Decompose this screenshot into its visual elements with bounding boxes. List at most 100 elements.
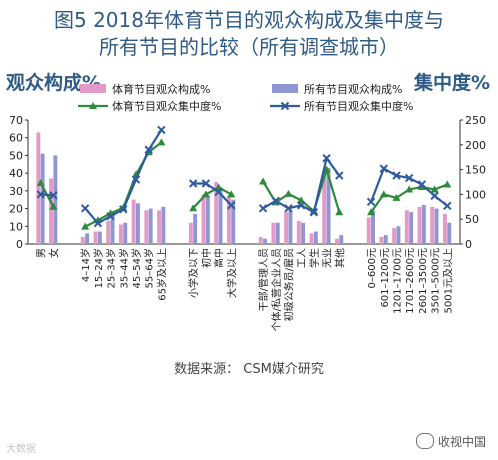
all-share-bar bbox=[434, 208, 439, 244]
all-concentration-marker bbox=[80, 204, 90, 213]
x-category-label: 45–54岁 bbox=[130, 248, 143, 288]
x-category-label: 25–34岁 bbox=[105, 248, 118, 288]
sport-share-bar bbox=[271, 222, 276, 244]
all-concentration-marker bbox=[227, 201, 236, 210]
all-share-bar bbox=[288, 210, 293, 244]
all-share-bar bbox=[218, 187, 223, 244]
all-share-bar bbox=[148, 208, 153, 244]
sport-share-bar bbox=[309, 233, 314, 244]
all-concentration-marker bbox=[214, 187, 223, 197]
all-share-bar bbox=[231, 199, 236, 244]
all-concentration-marker bbox=[417, 180, 427, 189]
all-concentration-marker bbox=[49, 191, 58, 200]
right-tick-label: 50 bbox=[465, 213, 479, 226]
sport-concentration-marker bbox=[81, 222, 90, 230]
sport-concentration-marker bbox=[49, 202, 58, 210]
watermark-left: 大数据 bbox=[6, 444, 36, 455]
all-share-bar bbox=[193, 213, 198, 244]
x-category-label: 初级公务员/雇员 bbox=[282, 248, 295, 321]
all-concentration-marker bbox=[309, 208, 319, 217]
left-axis-title: 观众构成% bbox=[6, 72, 102, 94]
right-axis-title: 集中度% bbox=[413, 72, 490, 94]
x-category-label: 0–600元 bbox=[367, 248, 378, 288]
legend-swatch bbox=[80, 84, 106, 93]
legend-label: 所有节目观众集中度% bbox=[304, 99, 413, 113]
sport-share-bar bbox=[188, 222, 193, 244]
sport-share-bar bbox=[226, 196, 231, 244]
left-tick-label: 60 bbox=[9, 132, 23, 145]
sport-concentration-marker bbox=[297, 196, 306, 204]
sport-share-bar bbox=[201, 194, 206, 244]
sport-share-bar bbox=[417, 206, 422, 244]
watermark-right-label: 收视中国 bbox=[437, 435, 486, 449]
sport-share-bar bbox=[214, 182, 219, 244]
sport-share-bar bbox=[49, 178, 54, 244]
all-concentration-marker bbox=[392, 171, 401, 180]
x-category-label: 1701–2600元 bbox=[405, 248, 416, 314]
sport-concentration-marker bbox=[284, 189, 293, 197]
sport-concentration-marker bbox=[227, 190, 236, 198]
all-concentration-marker bbox=[201, 179, 211, 188]
right-tick-label: 100 bbox=[465, 188, 486, 201]
sport-share-bar bbox=[258, 236, 263, 244]
sport-share-bar bbox=[379, 236, 384, 244]
legend-label: 体育节目观众构成% bbox=[112, 82, 210, 96]
x-category-label: 干部/管理人员 bbox=[257, 248, 270, 311]
all-concentration-marker bbox=[430, 191, 439, 201]
all-share-bar bbox=[97, 231, 102, 244]
all-concentration-line bbox=[193, 182, 233, 207]
all-concentration-marker bbox=[119, 205, 128, 214]
all-share-bar bbox=[409, 212, 414, 244]
sport-concentration-marker bbox=[157, 138, 166, 146]
x-category-label: 35–44岁 bbox=[117, 248, 130, 288]
chart-title-line2: 所有节目的比较（所有调查城市） bbox=[99, 35, 399, 59]
x-category-label: 5001元及以上 bbox=[442, 248, 454, 313]
all-concentration-marker bbox=[322, 153, 331, 163]
x-category-label: 女 bbox=[47, 248, 60, 258]
all-share-bar bbox=[421, 205, 426, 244]
x-category-label: 其他 bbox=[333, 248, 346, 268]
sport-share-bar bbox=[106, 220, 111, 244]
legend-label: 体育节目观众集中度% bbox=[112, 99, 221, 113]
x-category-label: 个体/私营企业人员 bbox=[270, 248, 283, 331]
legend-marker bbox=[280, 101, 290, 111]
all-share-bar bbox=[326, 167, 331, 244]
x-category-label: 1201–1700元 bbox=[392, 248, 403, 314]
all-concentration-marker bbox=[366, 197, 376, 207]
sport-share-bar bbox=[131, 199, 136, 244]
sport-concentration-marker bbox=[443, 180, 452, 188]
all-concentration-marker bbox=[258, 204, 268, 213]
sport-share-bar bbox=[392, 228, 397, 244]
all-share-bar bbox=[301, 222, 306, 244]
sport-concentration-marker bbox=[417, 182, 426, 190]
sport-concentration-marker bbox=[405, 185, 414, 193]
x-category-label: 大学及以上 bbox=[225, 248, 238, 298]
sport-share-bar bbox=[36, 132, 41, 244]
all-share-bar bbox=[85, 233, 90, 244]
all-concentration-marker bbox=[144, 145, 153, 154]
all-share-bar bbox=[383, 235, 388, 244]
sport-concentration-marker bbox=[379, 190, 388, 198]
left-tick-label: 40 bbox=[9, 167, 23, 180]
sport-concentration-marker bbox=[392, 193, 401, 201]
right-tick-label: 250 bbox=[465, 114, 486, 127]
sport-share-bar bbox=[334, 238, 339, 244]
all-concentration-marker bbox=[296, 201, 306, 210]
sport-share-bar bbox=[80, 236, 85, 244]
all-concentration-marker bbox=[379, 164, 388, 173]
sport-share-bar bbox=[157, 210, 162, 244]
all-concentration-marker bbox=[188, 179, 198, 188]
sport-concentration-marker bbox=[189, 204, 198, 212]
all-share-bar bbox=[40, 153, 45, 244]
all-share-bar bbox=[205, 196, 210, 244]
sport-share-bar bbox=[404, 210, 409, 244]
all-concentration-marker bbox=[106, 212, 115, 221]
x-category-label: 无业 bbox=[322, 248, 334, 268]
sport-share-bar bbox=[144, 210, 149, 244]
all-share-bar bbox=[53, 155, 58, 244]
sport-share-bar bbox=[442, 213, 447, 244]
sport-share-bar bbox=[93, 231, 98, 244]
all-concentration-marker bbox=[335, 171, 344, 180]
x-category-label: 男 bbox=[36, 248, 48, 258]
